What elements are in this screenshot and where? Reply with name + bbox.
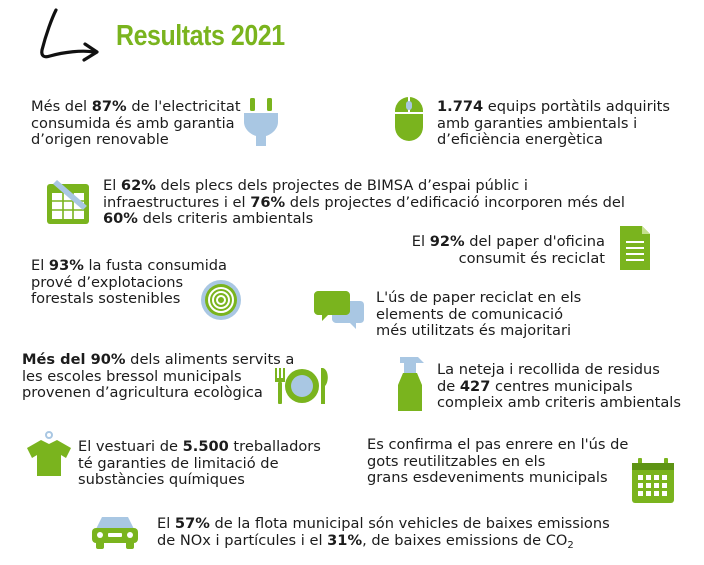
stat-line: El 62% dels plecs dels projectes de BIMS… xyxy=(103,177,528,194)
stat-highlight: 57% xyxy=(174,515,210,532)
stat-line: provenen d’agricultura ecològica xyxy=(22,384,263,401)
stat-line: consumit és reciclat xyxy=(458,249,605,267)
stat-highlight: 76% xyxy=(250,193,286,211)
stat-line: consumida és amb garantia xyxy=(31,114,235,132)
stat-line: 60% dels criteris ambientals xyxy=(103,210,314,227)
stat-line: més utilitzats és majoritari xyxy=(376,322,571,339)
stat-paper: El 92% del paper d'oficina consumit és re… xyxy=(411,233,605,267)
stat-highlight: 62% xyxy=(120,177,156,194)
stat-line: gots reutilitzables en els xyxy=(367,452,546,470)
arrow-scribble-icon xyxy=(40,8,99,62)
tshirt-icon xyxy=(27,431,71,476)
subscript: 2 xyxy=(567,539,574,551)
tree-rings-icon xyxy=(201,280,241,320)
stat-line: Més del 87% de l'electricitat xyxy=(31,98,241,115)
document-spreadsheet-icon xyxy=(47,180,89,224)
stat-line: d’eficiència energètica xyxy=(437,131,603,148)
stat-electricity: Més del 87% de l'electricitat consumida é… xyxy=(31,98,241,149)
page-title: Resultats 2021 xyxy=(116,20,285,52)
calendar-icon xyxy=(632,458,674,503)
stat-highlight: 1.774 xyxy=(437,98,484,115)
stat-food: Més del 90% dels aliments servits a les e… xyxy=(22,351,295,402)
stat-line: El 57% de la flota municipal són vehicle… xyxy=(157,515,610,532)
stat-line: forestals sostenibles xyxy=(31,290,181,307)
stat-line: té garanties de limitació de xyxy=(78,454,279,472)
stat-line: de 427 centres municipals xyxy=(437,377,633,395)
car-icon xyxy=(92,517,138,549)
stat-line: prové d’explotacions xyxy=(31,273,184,291)
spray-bottle-icon xyxy=(398,357,424,411)
stat-line: grans esdeveniments municipals xyxy=(367,469,608,486)
stat-highlight: Més del 90% xyxy=(22,351,126,368)
stat-line: de NOx i partícules i el 31%, de baixes … xyxy=(157,531,574,551)
stat-line: El 92% del paper d'oficina xyxy=(411,233,605,250)
stat-line: Es confirma el pas enrere en l'ús de xyxy=(367,436,629,453)
stat-highlight: 92% xyxy=(429,233,465,250)
stat-line: elements de comunicació xyxy=(376,305,563,323)
stat-line: L'ús de paper reciclat en els xyxy=(376,289,582,306)
stat-line: substàncies químiques xyxy=(78,471,245,488)
stat-line: amb garanties ambientals i xyxy=(437,114,638,132)
stat-highlight: 93% xyxy=(48,257,84,274)
stat-communication: L'ús de paper reciclat en els elements de… xyxy=(376,289,582,340)
stat-highlight: 5.500 xyxy=(182,438,229,455)
stat-highlight: 87% xyxy=(91,98,127,115)
paper-document-icon xyxy=(620,226,650,270)
stat-line: 1.774 equips portàtils adquirits xyxy=(437,98,670,115)
stat-highlight: 427 xyxy=(459,377,491,395)
mouse-icon xyxy=(395,97,423,141)
stat-laptops: 1.774 equips portàtils adquirits amb gara… xyxy=(437,98,670,149)
stat-cleaning: La neteja i recollida de residus de 427 c… xyxy=(437,361,681,412)
plug-icon xyxy=(244,98,278,146)
speech-bubbles-icon xyxy=(314,291,364,329)
stat-tenders: El 62% dels plecs dels projectes de BIMS… xyxy=(103,177,625,228)
stat-fleet: El 57% de la flota municipal són vehicle… xyxy=(157,515,610,551)
stat-wood: El 93% la fusta consumida prové d’explota… xyxy=(31,257,227,308)
stat-highlight: 60% xyxy=(103,210,138,227)
stat-highlight: 31% xyxy=(327,531,363,549)
stat-line: compleix amb criteris ambientals xyxy=(437,394,681,411)
stat-line: les escoles bressol municipals xyxy=(22,367,242,385)
stat-line: El 93% la fusta consumida xyxy=(31,257,227,274)
stat-line: Més del 90% dels aliments servits a xyxy=(22,351,295,368)
plate-cutlery-icon xyxy=(275,368,328,404)
stat-line: La neteja i recollida de residus xyxy=(437,361,660,378)
stat-line: infraestructures i el 76% dels projectes… xyxy=(103,193,625,211)
stat-line: El vestuari de 5.500 treballadors xyxy=(78,438,321,455)
stat-cups: Es confirma el pas enrere en l'ús de gots… xyxy=(367,436,629,487)
stat-line: d’origen renovable xyxy=(31,131,169,148)
stat-clothing: El vestuari de 5.500 treballadors té gara… xyxy=(78,438,321,489)
